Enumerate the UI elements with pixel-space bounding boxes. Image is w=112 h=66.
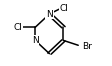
Text: Cl: Cl <box>59 4 68 13</box>
Text: N: N <box>32 36 39 45</box>
Text: N: N <box>46 10 53 19</box>
Text: Cl: Cl <box>13 23 22 32</box>
Text: Br: Br <box>82 42 92 51</box>
